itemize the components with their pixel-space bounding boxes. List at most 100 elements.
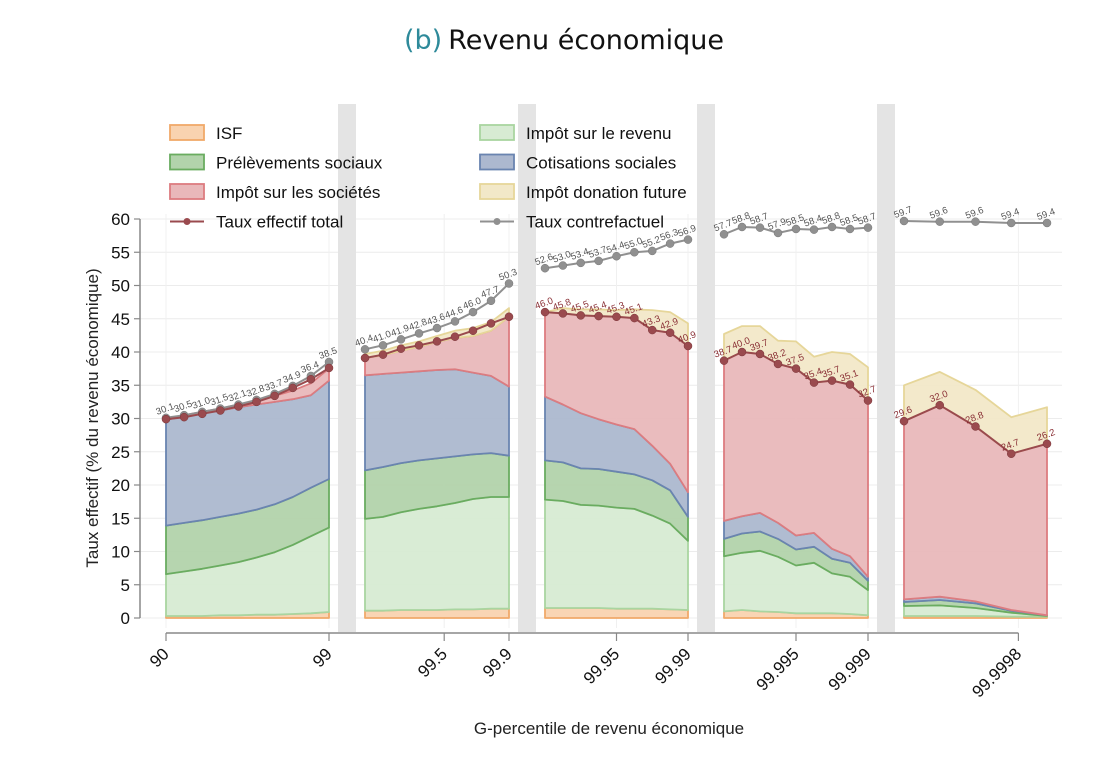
chart-title-text: Revenu économique xyxy=(448,25,724,56)
point-contrefactuel xyxy=(737,222,747,232)
point-contrefactuel xyxy=(360,345,370,354)
data-label-contrefactuel: 50.3 xyxy=(498,267,519,284)
legend-swatch-ps xyxy=(169,153,205,171)
data-label-contrefactuel: 36.4 xyxy=(299,359,320,376)
point-contrefactuel xyxy=(612,251,621,261)
x-tick-label: 99.995 xyxy=(753,644,803,694)
legend-item-cs: Cotisations sociales xyxy=(479,154,676,173)
point-total xyxy=(558,309,568,318)
legend-item-ir: Impôt sur le revenu xyxy=(479,124,672,143)
point-total xyxy=(863,396,873,405)
legend-item-ps: Prélèvements sociaux xyxy=(169,153,383,173)
point-total xyxy=(360,353,370,363)
y-tick-label: 5 xyxy=(121,576,130,595)
legend-label-cs: Cotisations sociales xyxy=(526,154,676,173)
x-tick-label: 99.999 xyxy=(825,644,875,694)
point-contrefactuel xyxy=(396,335,406,344)
point-contrefactuel xyxy=(827,222,837,232)
point-contrefactuel xyxy=(809,225,819,234)
point-contrefactuel xyxy=(935,217,944,226)
point-total xyxy=(755,349,765,359)
point-contrefactuel xyxy=(863,223,873,232)
point-total xyxy=(540,307,550,317)
data-label-contrefactuel: 59.4 xyxy=(1036,206,1057,223)
point-contrefactuel xyxy=(1007,218,1016,228)
data-label-contrefactuel: 56.9 xyxy=(677,223,698,240)
y-tick-label: 55 xyxy=(111,243,130,262)
point-contrefactuel xyxy=(665,239,675,248)
legend-item-don: Impôt donation future xyxy=(479,183,687,202)
segment-gaps xyxy=(338,104,895,632)
point-total xyxy=(899,416,909,426)
legend-swatch-is xyxy=(169,183,205,200)
data-label-contrefactuel: 53.0 xyxy=(551,249,572,266)
y-tick-label: 20 xyxy=(111,476,130,495)
y-tick-label: 45 xyxy=(111,310,130,329)
point-contrefactuel xyxy=(630,248,639,257)
point-total xyxy=(665,328,675,337)
point-total xyxy=(432,337,442,346)
legend-item-cf: Taux contrefactuel xyxy=(480,213,664,232)
x-axis-label: G-percentile de revenu économique xyxy=(474,719,744,738)
line-contrefactuel-segment-1 xyxy=(165,361,330,419)
point-total xyxy=(161,414,171,424)
point-contrefactuel xyxy=(504,279,514,288)
point-total xyxy=(594,311,603,321)
data-label-contrefactuel: 38.5 xyxy=(318,345,339,362)
point-total xyxy=(270,391,279,401)
legend-swatch-don xyxy=(479,183,515,200)
stacked-areas xyxy=(165,307,1048,619)
y-tick-label: 40 xyxy=(111,343,130,362)
y-tick-label: 35 xyxy=(111,376,130,395)
y-tick-label: 50 xyxy=(111,277,130,296)
line-total-segment-1 xyxy=(165,367,330,421)
legend-label-ir: Impôt sur le revenu xyxy=(526,124,672,143)
point-total xyxy=(378,350,388,359)
point-total xyxy=(719,356,729,365)
point-total xyxy=(612,312,621,322)
point-contrefactuel xyxy=(899,216,909,226)
x-tick-label: 99.9 xyxy=(479,644,516,681)
x-tick-label: 90 xyxy=(146,644,173,671)
y-axis-label: Taux effectif (% du revenu économique) xyxy=(83,268,102,567)
x-tick-label: 99.95 xyxy=(580,644,624,688)
segment-gap xyxy=(518,104,536,632)
point-contrefactuel xyxy=(1042,218,1052,228)
data-label-contrefactuel: 59.4 xyxy=(1000,206,1021,223)
data-label-contrefactuel: 53.4 xyxy=(569,246,590,263)
x-tick-label: 99 xyxy=(309,644,336,671)
point-contrefactuel xyxy=(558,261,568,270)
point-contrefactuel xyxy=(845,224,855,234)
point-total xyxy=(773,359,783,369)
legend: ISF Impôt sur le revenu Prélèvements socia… xyxy=(169,124,687,232)
segment-gap xyxy=(877,104,895,632)
data-label-contrefactuel: 58.5 xyxy=(839,212,860,229)
segment-gap xyxy=(338,104,356,632)
point-total xyxy=(414,341,424,350)
point-total xyxy=(288,383,298,393)
point-total xyxy=(935,400,944,410)
y-tick-label: 30 xyxy=(111,410,130,429)
point-total xyxy=(1042,439,1052,449)
point-contrefactuel xyxy=(683,235,693,244)
point-total xyxy=(252,397,261,407)
legend-item-is: Impôt sur les sociétés xyxy=(169,183,380,202)
legend-marker-total xyxy=(183,218,191,225)
point-contrefactuel xyxy=(576,258,585,268)
rate-lines xyxy=(161,216,1052,458)
segment-gap xyxy=(697,104,715,632)
data-label-contrefactuel: 46.0 xyxy=(462,295,483,312)
point-total xyxy=(809,378,819,387)
legend-label-ps: Prélèvements sociaux xyxy=(216,154,383,173)
point-contrefactuel xyxy=(540,263,550,273)
y-tick-label: 0 xyxy=(121,609,130,628)
legend-label-total: Taux effectif total xyxy=(216,213,343,232)
point-total xyxy=(324,363,334,373)
point-total xyxy=(971,422,980,431)
legend-item-total: Taux effectif total xyxy=(170,213,343,232)
y-tick-label: 15 xyxy=(111,509,130,528)
y-tick-label: 25 xyxy=(111,443,130,462)
legend-marker-cf xyxy=(493,218,501,225)
